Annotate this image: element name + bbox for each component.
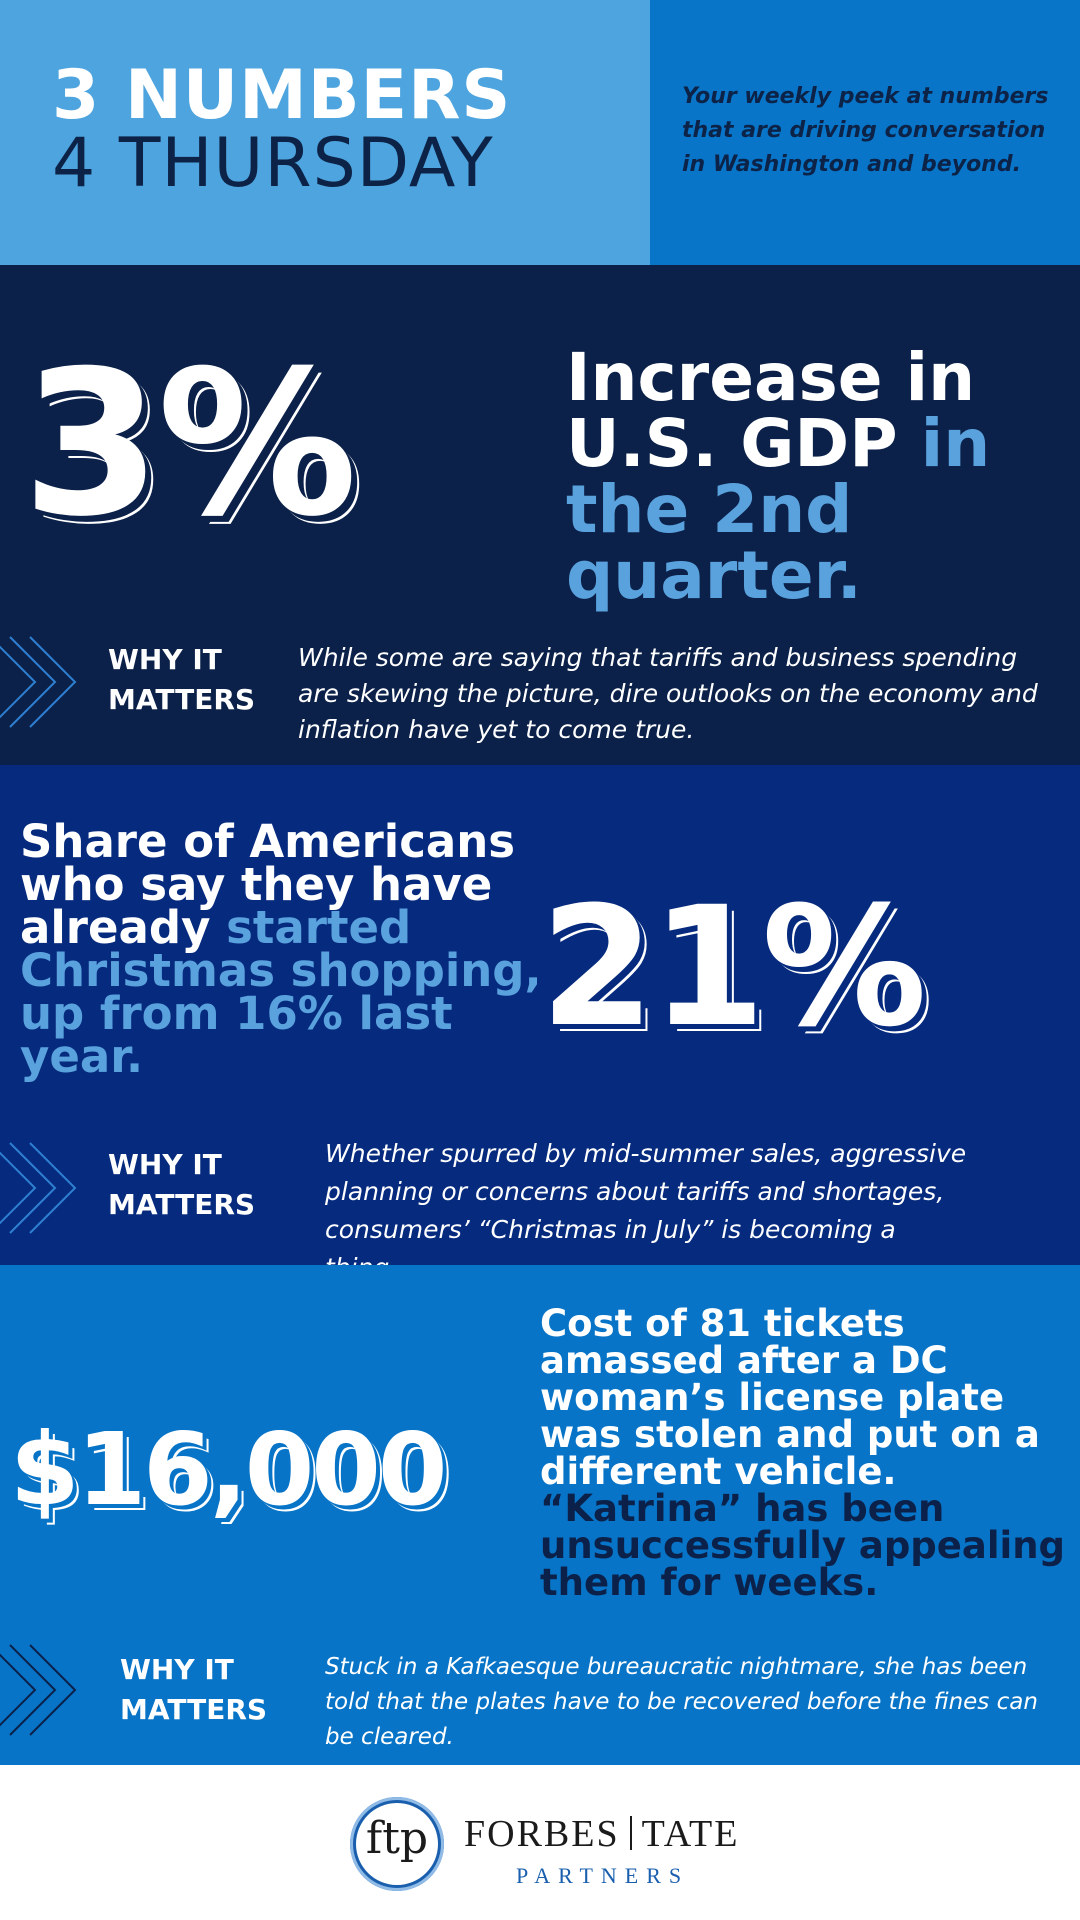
why-label-line1: WHY IT <box>108 643 222 676</box>
why-it-matters-label: WHY IT MATTERS <box>108 1145 255 1225</box>
page-title-line2: 4 THURSDAY <box>52 124 494 203</box>
stat-headline: Share of Americans who say they have alr… <box>20 819 550 1079</box>
stat-section-tickets: $16,000 Cost of 81 tickets amassed after… <box>0 1265 1080 1765</box>
stat-section-gdp: 3% Increase in U.S. GDP in the 2nd quart… <box>0 265 1080 765</box>
stat-number: 3% <box>22 328 358 561</box>
chevron-arrows-icon <box>0 1142 77 1234</box>
why-label-line2: MATTERS <box>108 683 256 716</box>
why-it-matters-label: WHY IT MATTERS <box>120 1650 267 1730</box>
brand-name: FORBES TATE <box>464 1815 739 1853</box>
why-label-line1: WHY IT <box>108 1148 222 1181</box>
headline-accent: “Katrina” has been unsuccessfully appeal… <box>540 1487 1066 1604</box>
why-label-line1: WHY IT <box>120 1653 234 1686</box>
stat-number: 21% <box>540 871 927 1063</box>
logo-mark: ftp <box>365 1813 429 1864</box>
why-it-matters-text: Stuck in a Kafkaesque bureaucratic night… <box>325 1654 1038 1750</box>
headline-primary: Cost of 81 tickets amassed after a DC wo… <box>540 1302 1040 1493</box>
stat-section-christmas: Share of Americans who say they have alr… <box>0 765 1080 1282</box>
stat-headline: Cost of 81 tickets amassed after a DC wo… <box>540 1305 1080 1601</box>
stat-number: $16,000 <box>10 1411 447 1528</box>
page-subtitle: Your weekly peek at numbers that are dri… <box>682 84 1049 177</box>
chevron-arrows-icon <box>0 636 77 728</box>
logo-inner-circle <box>356 1803 438 1885</box>
stat-headline: Increase in U.S. GDP in the 2nd quarter. <box>566 345 1066 609</box>
chevron-arrows-icon <box>0 1644 77 1736</box>
headline-primary: Share of Americans who say they have alr… <box>20 815 516 954</box>
why-label-line2: MATTERS <box>120 1693 268 1726</box>
brand-name-left: FORBES <box>464 1813 620 1855</box>
headline-accent: in the 2nd quarter. <box>566 405 991 614</box>
brand-name-right: TATE <box>641 1813 740 1855</box>
brand-subtitle: PARTNERS <box>516 1863 690 1888</box>
header-right-panel <box>650 0 1080 265</box>
why-label-line2: MATTERS <box>108 1188 256 1221</box>
footer: ftp FORBES TATE PARTNERS <box>0 1765 1080 1920</box>
brand-divider <box>629 1816 632 1850</box>
header-left-panel <box>0 0 650 265</box>
headline-accent: started Christmas shopping, up from 16% … <box>20 901 542 1083</box>
page-title-line1: 3 NUMBERS <box>52 56 512 135</box>
why-it-matters-label: WHY IT MATTERS <box>108 640 255 720</box>
why-it-matters-text: While some are saying that tariffs and b… <box>298 643 1038 744</box>
headline-primary: Increase in U.S. GDP <box>566 339 976 482</box>
